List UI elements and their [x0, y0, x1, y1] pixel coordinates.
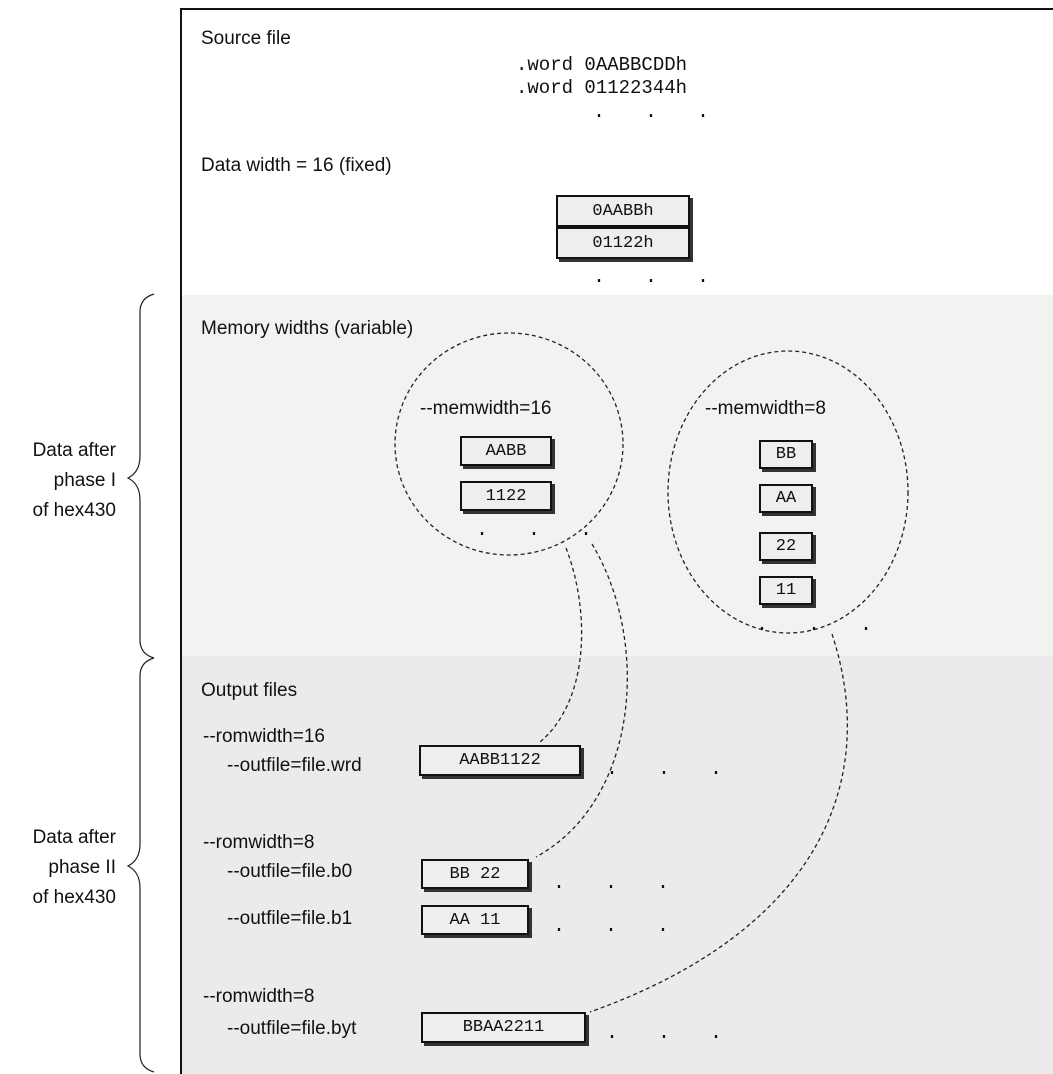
romwidth8-label-a: --romwidth=8 — [203, 832, 315, 853]
memwidth16-label: --memwidth=16 — [420, 398, 552, 419]
mem8-ellipsis: . . . — [756, 614, 887, 637]
phase1-line-1: Data after — [32, 440, 116, 461]
data-width-ellipsis: . . . — [593, 266, 724, 289]
source-line-2: .word 01122344h — [516, 77, 688, 99]
output-files-title: Output files — [201, 680, 298, 701]
memory-widths-title: Memory widths (variable) — [201, 318, 414, 339]
mem8-cell-aa: AA — [759, 484, 813, 513]
memwidth8-label: --memwidth=8 — [705, 398, 826, 419]
outfile-wrd-label: --outfile=file.wrd — [227, 755, 362, 776]
mem8-cell-11: 11 — [759, 576, 813, 605]
mem16-cell-1122: 1122 — [460, 481, 552, 511]
outfile-b1-ellipsis: . . . — [553, 915, 684, 938]
phase2-line-3: of hex430 — [32, 887, 116, 908]
data-cell-01122h: 01122h — [556, 227, 690, 259]
source-line-1: .word 0AABBCDDh — [516, 54, 688, 76]
phase2-brace — [126, 657, 155, 1073]
romwidth16-label: --romwidth=16 — [203, 726, 325, 747]
outfile-byt-label: --outfile=file.byt — [227, 1018, 357, 1039]
source-file-title: Source file — [201, 28, 291, 49]
outfile-b0-content: BB 22 — [421, 859, 529, 889]
phase2-line-1: Data after — [32, 827, 116, 848]
mem16-cell-aabb: AABB — [460, 436, 552, 466]
outfile-wrd-content: AABB1122 — [419, 745, 581, 776]
phase1-line-2: phase I — [53, 470, 116, 491]
outfile-b0-label: --outfile=file.b0 — [227, 861, 353, 882]
data-width-title: Data width = 16 (fixed) — [201, 155, 392, 176]
outfile-byt-content: BBAA2211 — [421, 1012, 586, 1043]
mem8-cell-bb: BB — [759, 440, 813, 469]
phase2-line-2: phase II — [48, 857, 116, 878]
outfile-b1-content: AA 11 — [421, 905, 529, 935]
source-file-panel — [180, 8, 1053, 137]
phase2-side-label: Data after phase II of hex430 — [33, 823, 116, 913]
phase1-line-3: of hex430 — [32, 500, 116, 521]
phase1-brace — [126, 293, 155, 659]
outfile-wrd-ellipsis: . . . — [606, 758, 737, 781]
phase1-side-label: Data after phase I of hex430 — [33, 436, 116, 526]
mem8-cell-22: 22 — [759, 532, 813, 561]
outfile-b1-label: --outfile=file.b1 — [227, 908, 353, 929]
outfile-byt-ellipsis: . . . — [606, 1022, 737, 1045]
memory-widths-panel — [180, 295, 1053, 658]
romwidth8-label-b: --romwidth=8 — [203, 986, 315, 1007]
outfile-b0-ellipsis: . . . — [553, 872, 684, 895]
source-ellipsis: . . . — [593, 101, 724, 124]
data-cell-0aabbh: 0AABBh — [556, 195, 690, 227]
mem16-ellipsis: . . . — [476, 519, 607, 542]
